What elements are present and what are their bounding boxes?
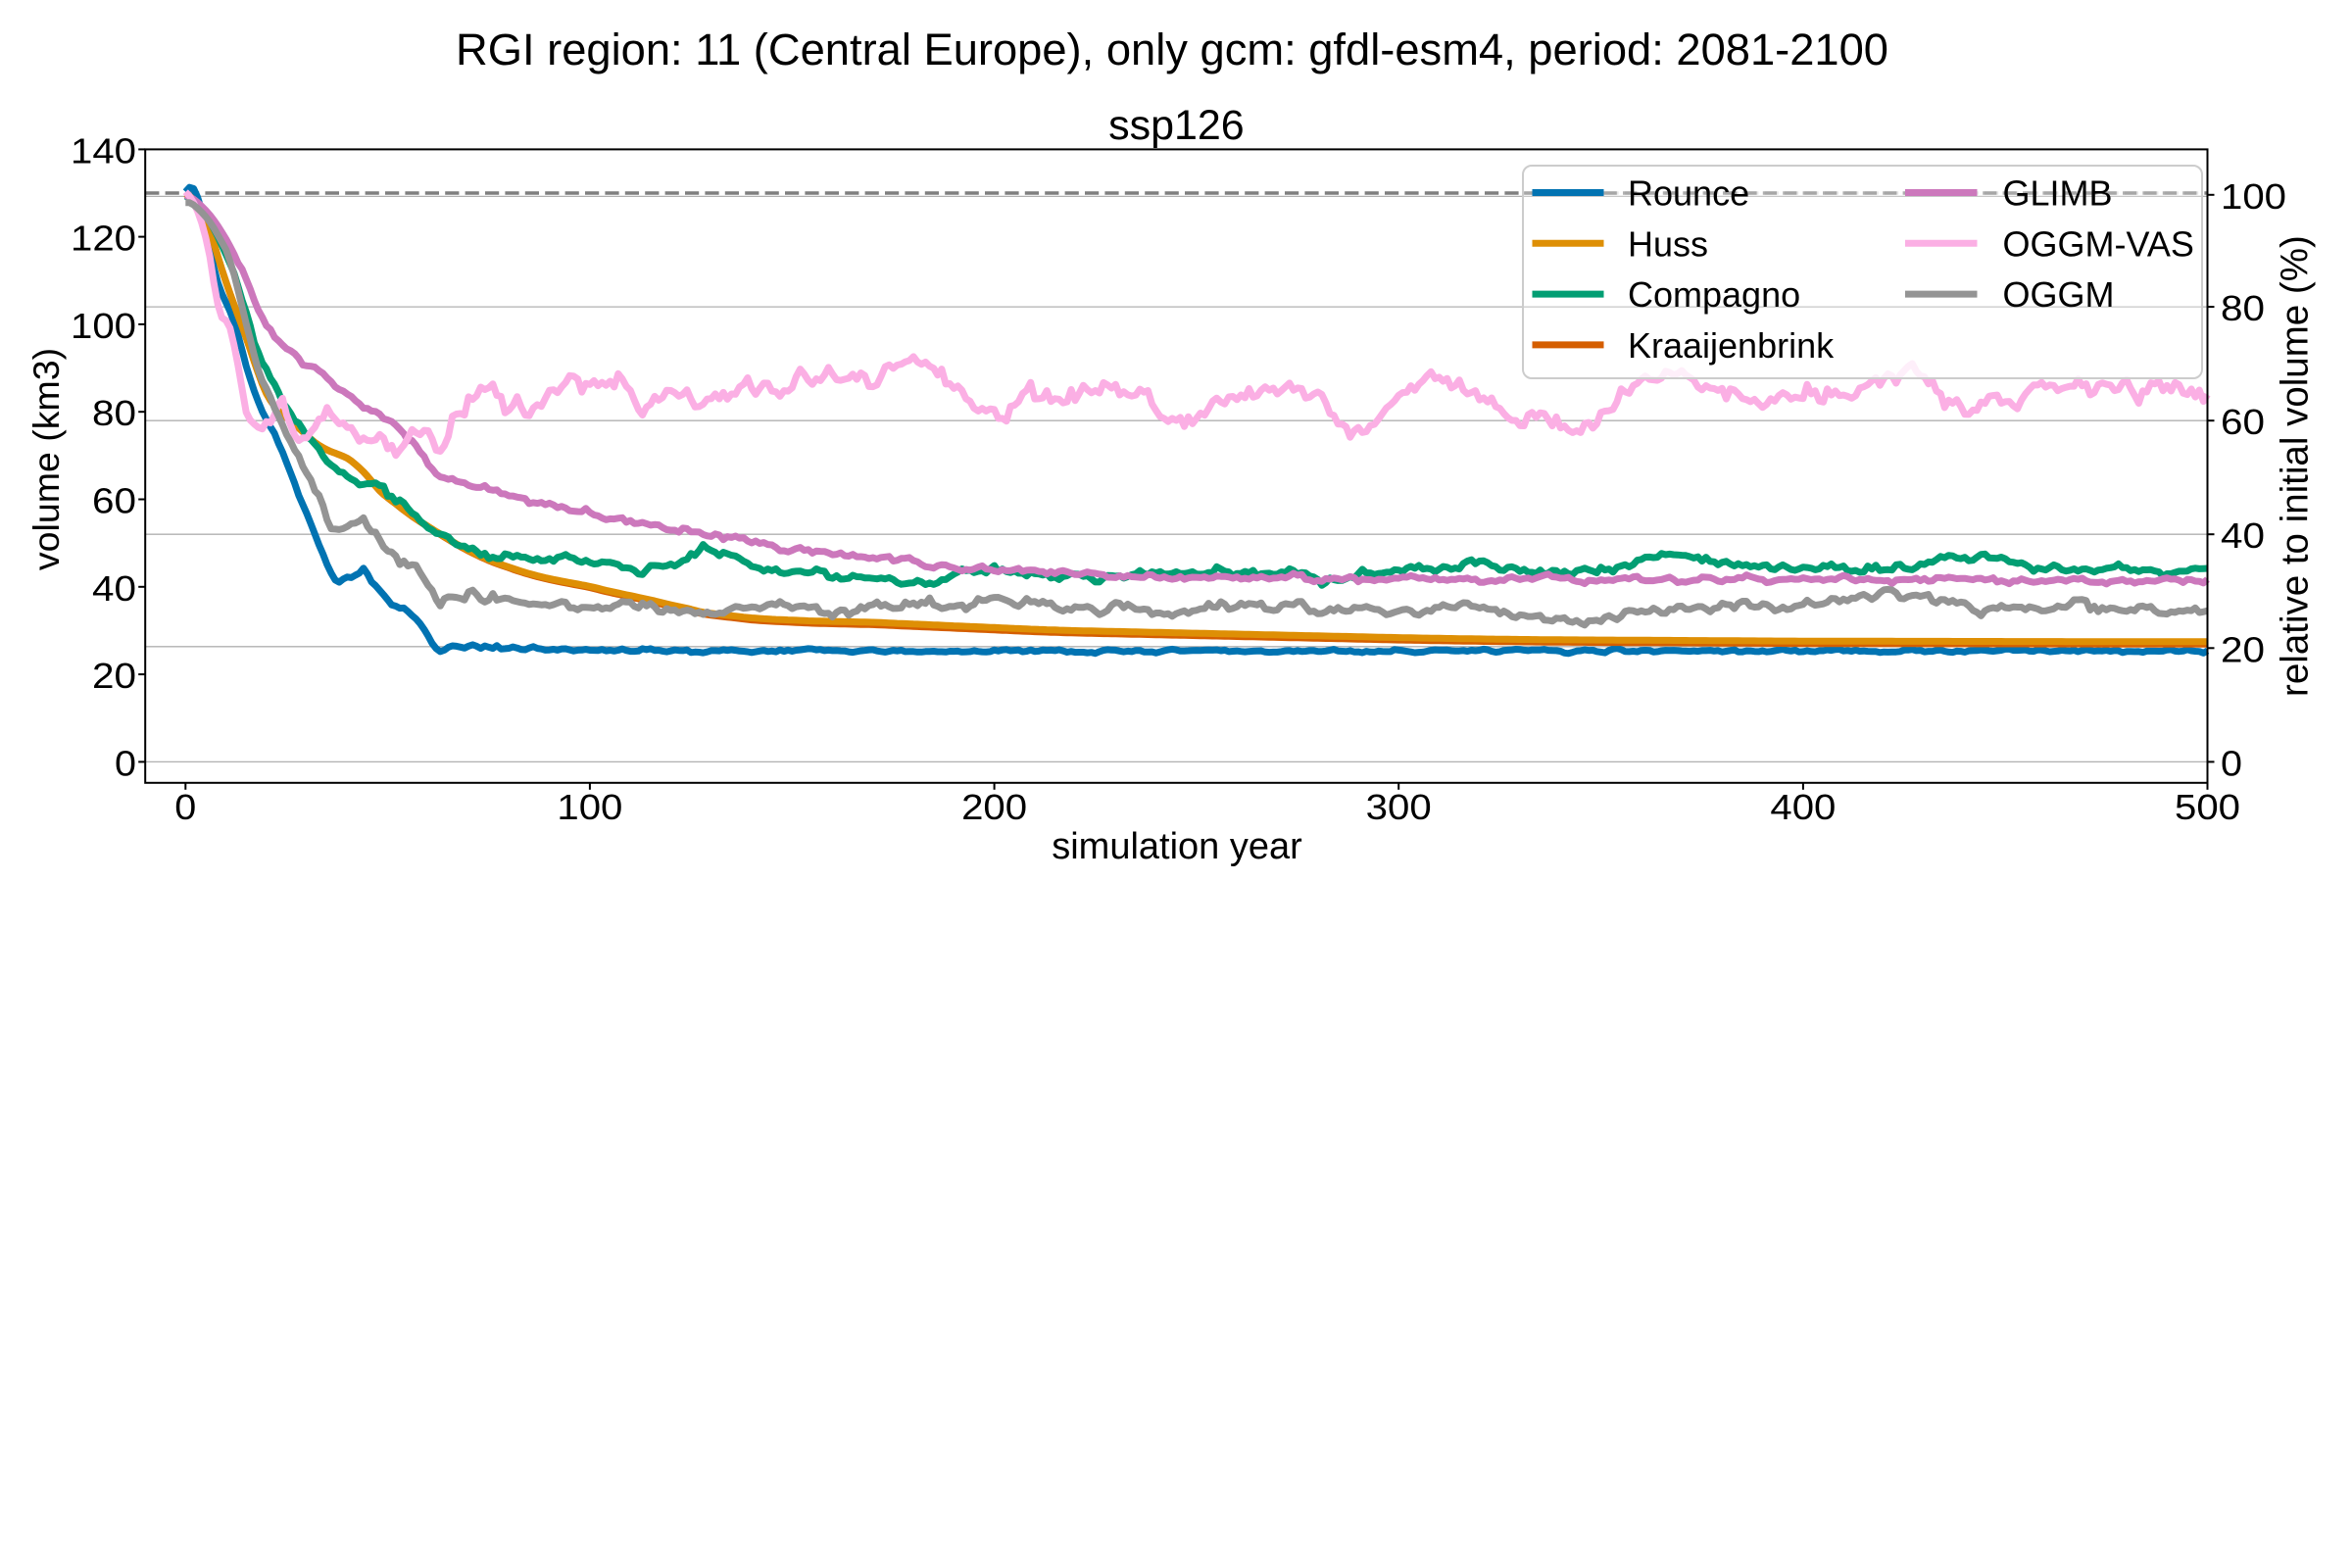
svg-text:0: 0 [174,787,196,827]
svg-text:ssp126: ssp126 [1108,102,1245,149]
svg-text:Kraaijenbrink: Kraaijenbrink [1628,325,1835,366]
svg-text:80: 80 [2221,288,2265,328]
svg-text:0: 0 [115,743,136,783]
svg-text:volume (km3): volume (km3) [25,348,67,570]
svg-text:60: 60 [92,481,136,521]
svg-text:140: 140 [71,130,136,171]
svg-text:Rounce: Rounce [1628,173,1749,214]
svg-text:300: 300 [1366,787,1432,827]
svg-text:simulation year: simulation year [1052,826,1302,867]
svg-text:OGGM-VAS: OGGM-VAS [2003,223,2194,264]
svg-text:120: 120 [71,219,136,259]
svg-text:Huss: Huss [1628,223,1708,264]
svg-text:100: 100 [71,306,136,346]
svg-text:200: 200 [961,787,1027,827]
svg-text:GLIMB: GLIMB [2003,173,2113,214]
svg-text:RGI region: 11 (Central Europe: RGI region: 11 (Central Europe), only gc… [456,24,1888,74]
svg-text:40: 40 [2221,515,2265,556]
svg-text:500: 500 [2175,787,2240,827]
svg-text:20: 20 [92,656,136,696]
svg-text:60: 60 [2221,402,2265,442]
svg-text:Compagno: Compagno [1628,274,1800,315]
svg-text:20: 20 [2221,629,2265,669]
svg-text:OGGM: OGGM [2003,274,2115,315]
svg-text:80: 80 [92,393,136,433]
svg-text:relative to initial volume (%): relative to initial volume (%) [2275,235,2317,697]
svg-text:40: 40 [92,568,136,609]
svg-text:400: 400 [1770,787,1836,827]
svg-text:0: 0 [2221,743,2242,783]
svg-text:100: 100 [2221,176,2286,217]
svg-text:100: 100 [557,787,622,827]
